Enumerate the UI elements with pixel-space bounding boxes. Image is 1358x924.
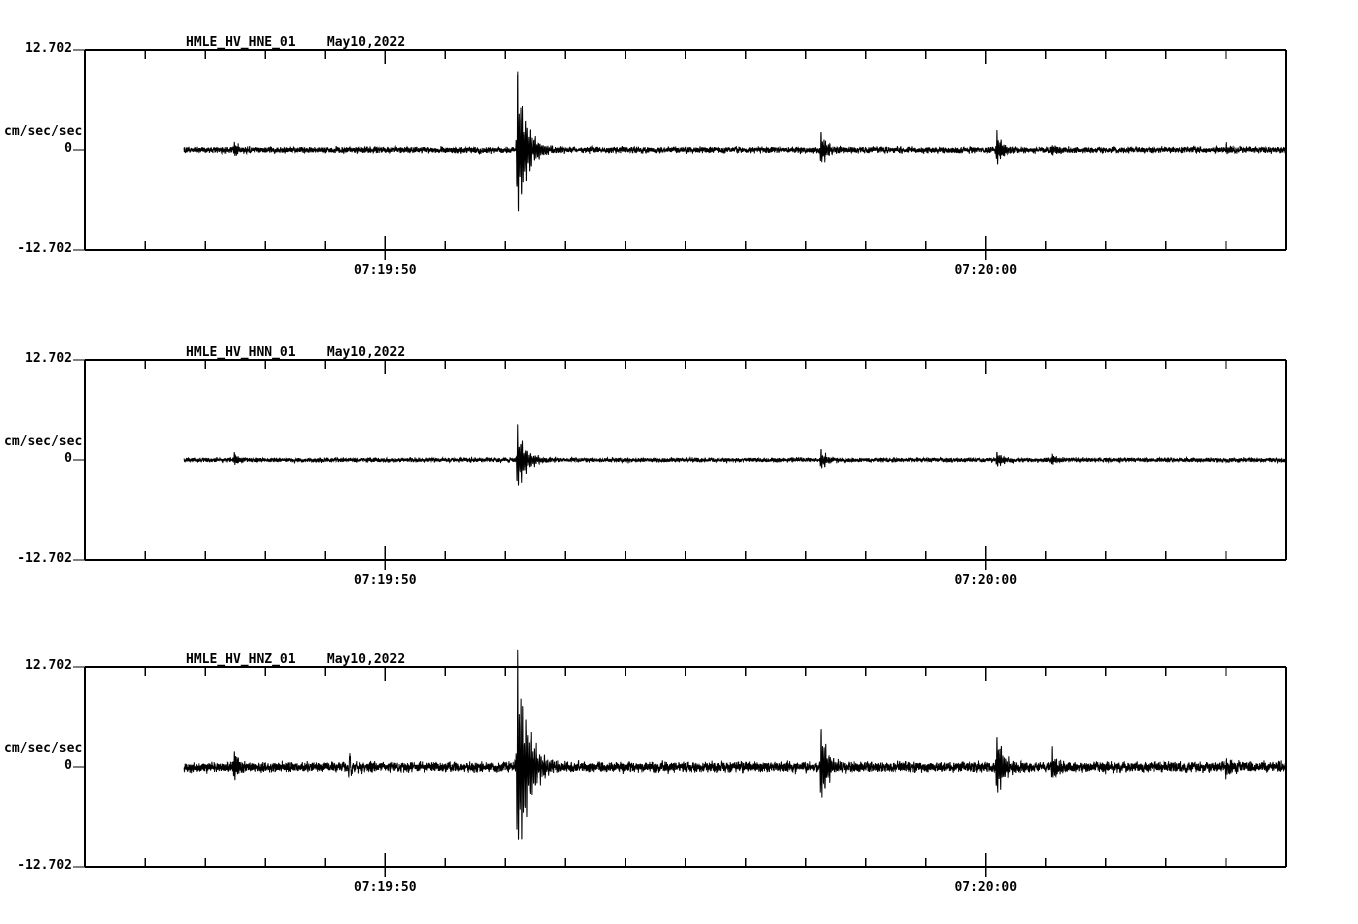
- x-axis-tick-label-hnz-0: 07:19:50: [353, 880, 417, 895]
- x-axis-tick-label-hne-1: 07:20:00: [954, 263, 1018, 278]
- panel-title-hnn: HMLE_HV_HNN_01 May10,2022: [186, 345, 406, 360]
- panel-title-hnz: HMLE_HV_HNZ_01 May10,2022: [186, 652, 406, 667]
- x-axis-tick-label-hnn-0: 07:19:50: [353, 573, 417, 588]
- x-axis-tick-label-hnn-1: 07:20:00: [954, 573, 1018, 588]
- y-axis-min-label-hnz: -12.702: [17, 858, 72, 873]
- waveform-trace-hnn: [183, 424, 1287, 486]
- y-axis-zero-label-hnn: 0: [64, 451, 72, 466]
- y-axis-unit-label-hne: cm/sec/sec: [4, 124, 83, 139]
- panel-title-hne: HMLE_HV_HNE_01 May10,2022: [186, 35, 406, 50]
- y-axis-min-label-hnn: -12.702: [17, 551, 72, 566]
- x-axis-tick-label-hne-0: 07:19:50: [353, 263, 417, 278]
- y-axis-unit-label-hnz: cm/sec/sec: [4, 741, 83, 756]
- y-axis-zero-label-hnz: 0: [64, 758, 72, 773]
- y-axis-unit-label-hnn: cm/sec/sec: [4, 434, 83, 449]
- y-axis-max-label-hnz: 12.702: [25, 658, 72, 673]
- y-axis-min-label-hne: -12.702: [17, 241, 72, 256]
- y-axis-max-label-hne: 12.702: [25, 41, 72, 56]
- waveform-trace-hnz: [183, 649, 1287, 840]
- x-axis-tick-label-hnz-1: 07:20:00: [954, 880, 1018, 895]
- y-axis-max-label-hnn: 12.702: [25, 351, 72, 366]
- y-axis-zero-label-hne: 0: [64, 141, 72, 156]
- waveform-trace-hne: [183, 71, 1287, 212]
